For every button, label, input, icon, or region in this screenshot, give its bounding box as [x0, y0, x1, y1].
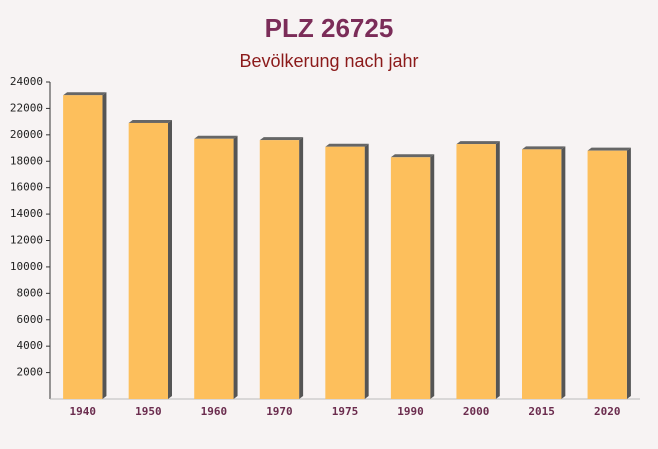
x-tick-label: 1970: [266, 405, 293, 418]
x-tick-label: 1975: [332, 405, 359, 418]
y-tick-label: 6000: [17, 313, 44, 326]
bar-shadow: [430, 154, 435, 399]
bar-top: [325, 143, 369, 147]
bar: [456, 144, 496, 399]
bar-shadow: [102, 92, 107, 399]
chart-title: PLZ 26725: [265, 13, 394, 43]
x-tick-label: 2015: [528, 405, 555, 418]
bar: [522, 149, 562, 399]
y-tick-label: 14000: [10, 207, 43, 220]
bar: [63, 95, 103, 399]
bar-shadow: [495, 141, 500, 399]
bar-shadow: [299, 137, 304, 399]
bar-shadow: [168, 119, 172, 399]
x-tick-label: 1960: [201, 405, 228, 418]
bar: [259, 140, 300, 399]
bar-top: [587, 147, 631, 151]
y-tick-label: 2000: [17, 366, 44, 379]
bar-top: [128, 119, 172, 123]
bar-top: [194, 135, 238, 139]
bar-top: [456, 141, 500, 145]
y-tick-label: 22000: [10, 101, 43, 114]
bar: [128, 122, 168, 399]
chart-subtitle: Bevölkerung nach jahr: [239, 51, 418, 71]
y-tick-label: 12000: [10, 234, 43, 247]
y-tick-label: 16000: [10, 181, 43, 194]
bar-shadow: [233, 135, 238, 399]
x-tick-label: 1950: [135, 405, 162, 418]
y-tick-label: 18000: [10, 154, 43, 167]
x-tick-label: 2020: [594, 405, 621, 418]
bar: [325, 146, 365, 399]
bar-top: [390, 154, 435, 158]
bar: [390, 157, 431, 399]
x-tick-label: 1940: [70, 405, 97, 418]
bar-shadow: [561, 146, 566, 399]
y-tick-label: 20000: [10, 128, 43, 141]
x-tick-label: 2000: [463, 405, 490, 418]
bar-top: [259, 137, 304, 141]
bar: [194, 138, 234, 399]
bar-shadow: [626, 147, 631, 399]
bar-top: [522, 146, 566, 150]
bar: [587, 150, 627, 399]
bar-shadow: [364, 143, 369, 399]
y-tick-label: 24000: [10, 75, 43, 88]
y-tick-label: 4000: [17, 339, 44, 352]
bar-top: [63, 92, 107, 96]
y-tick-label: 10000: [10, 260, 43, 273]
y-tick-label: 8000: [17, 286, 44, 299]
x-tick-label: 1990: [397, 405, 424, 418]
